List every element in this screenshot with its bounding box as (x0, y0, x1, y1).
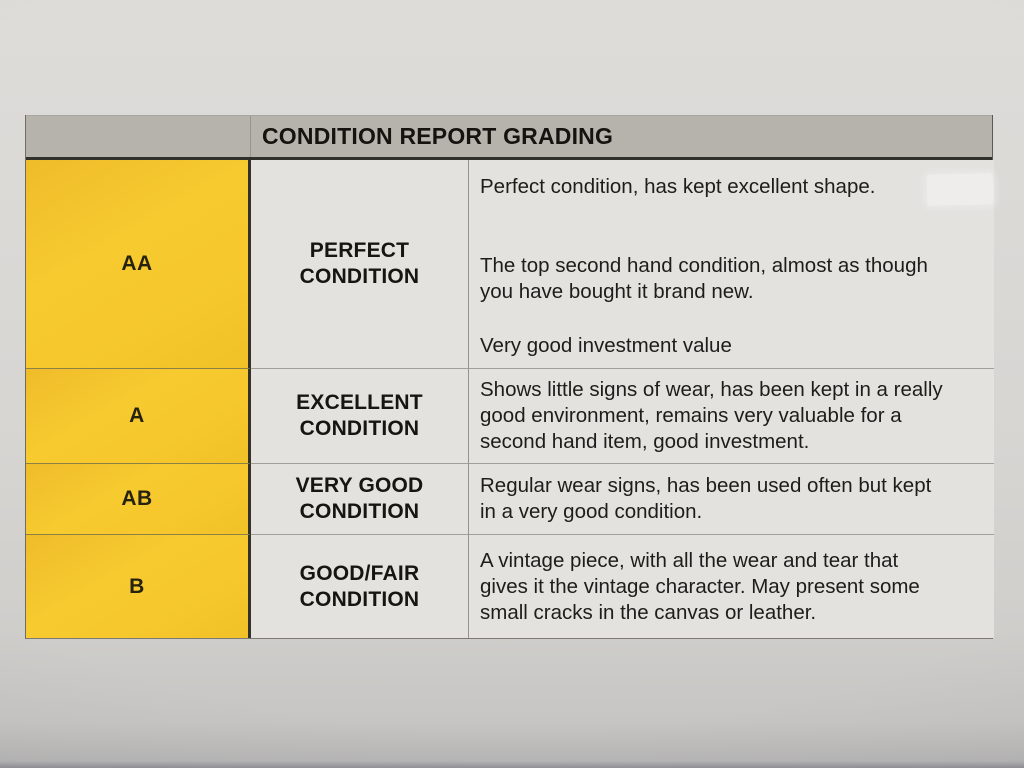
description-line: second hand item, good investment. (480, 430, 810, 453)
condition-label-line: CONDITION (299, 417, 420, 440)
description-line: good environment, remains very valuable … (480, 404, 902, 427)
description-line: The top second hand condition, almost as… (480, 254, 928, 277)
description-cell: A vintage piece, with all the wear and t… (469, 535, 994, 638)
table-header: CONDITION REPORT GRADING (26, 115, 992, 160)
description-cell: Shows little signs of wear, has been kep… (469, 369, 994, 464)
table-row: B GOOD/FAIR CONDITION A vintage piece, w… (26, 535, 994, 638)
description-line: Perfect condition, has kept excellent sh… (480, 175, 876, 198)
description-line: Regular wear signs, has been used often … (480, 474, 932, 497)
condition-label-line: PERFECT (309, 239, 410, 262)
description-line: small cracks in the canvas or leather. (480, 600, 817, 624)
header-spacer-cell (26, 116, 251, 157)
grade-cell: A (26, 369, 251, 464)
grade-label: AA (121, 252, 153, 275)
condition-label-line: CONDITION (299, 500, 420, 523)
grade-cell: AB (26, 464, 251, 535)
correction-tape-patch (926, 173, 994, 206)
description-paragraph: Very good investment value (480, 333, 988, 359)
condition-label-cell: PERFECT CONDITION (251, 160, 469, 369)
table-row: A EXCELLENT CONDITION Shows little signs… (26, 369, 994, 464)
grade-label: B (129, 574, 145, 598)
description-cell: Regular wear signs, has been used often … (469, 464, 994, 535)
table-row: AA PERFECT CONDITION Perfect condition, … (26, 160, 994, 369)
grade-label: A (129, 404, 145, 427)
table-row: AB VERY GOOD CONDITION Regular wear sign… (26, 464, 994, 535)
description-line: Shows little signs of wear, has been kep… (480, 378, 943, 401)
grade-cell: AA (26, 160, 251, 369)
condition-label-line: EXCELLENT (296, 391, 423, 414)
grade-label: AB (121, 487, 153, 510)
condition-label-line: VERY GOOD (295, 474, 424, 497)
description-cell: Perfect condition, has kept excellent sh… (469, 160, 994, 369)
description-paragraph: Perfect condition, has kept excellent sh… (480, 174, 988, 200)
photo-bottom-edge (0, 762, 1024, 768)
description-line: in a very good condition. (480, 500, 703, 523)
condition-label-cell: EXCELLENT CONDITION (251, 369, 469, 464)
condition-label-line: CONDITION (299, 265, 420, 288)
condition-label-line: CONDITION (299, 587, 420, 611)
grade-cell: B (26, 535, 251, 638)
description-line: gives it the vintage character. May pres… (480, 574, 920, 598)
description-line: A vintage piece, with all the wear and t… (480, 548, 899, 572)
condition-label-cell: GOOD/FAIR CONDITION (251, 535, 469, 638)
condition-label-line: GOOD/FAIR (299, 561, 420, 585)
description-paragraph: The top second hand condition, almost as… (480, 253, 988, 305)
table-title: CONDITION REPORT GRADING (262, 123, 614, 149)
description-line: Very good investment value (480, 334, 732, 357)
condition-label-cell: VERY GOOD CONDITION (251, 464, 469, 535)
condition-grading-table: CONDITION REPORT GRADING AA PERFECT COND… (25, 115, 994, 639)
description-line: you have bought it brand new. (480, 280, 754, 303)
